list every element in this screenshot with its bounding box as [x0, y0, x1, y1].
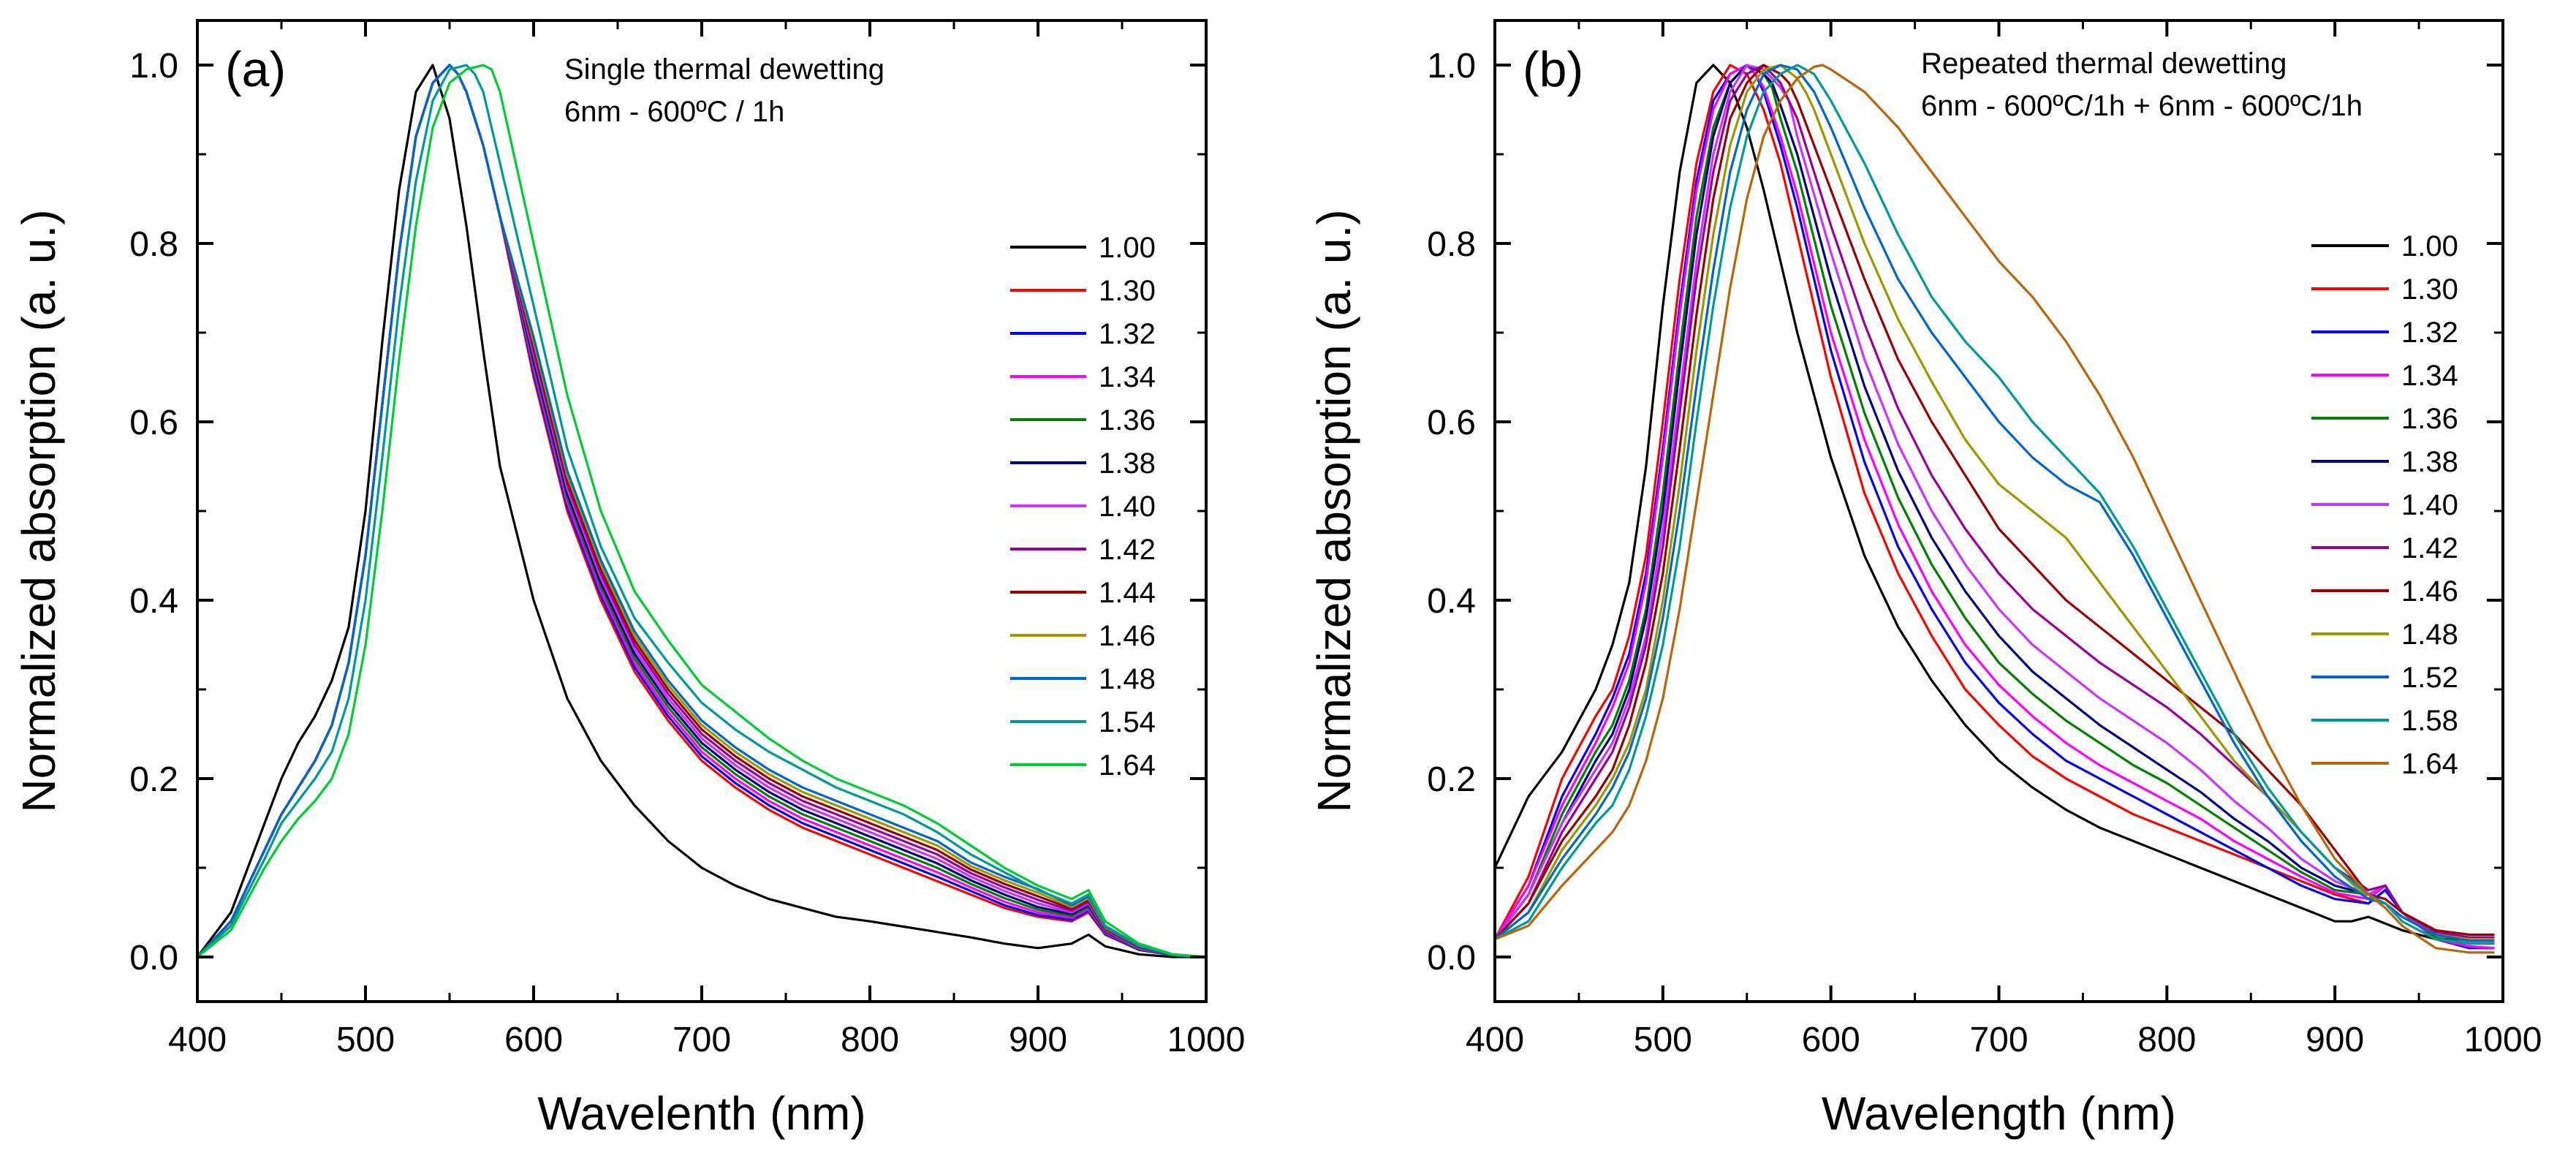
panel-b-xtick-label: 400 [1466, 1021, 1524, 1059]
panel-b-legend-label: 1.42 [2401, 532, 2458, 564]
panel-a-legend-label: 1.54 [1099, 706, 1156, 738]
panel-a-ytick-label: 0.4 [129, 582, 178, 621]
panel-a-series-1-54 [197, 64, 1206, 958]
panel-b-xtick-label: 1000 [2464, 1021, 2542, 1059]
panel-b-series-1-40 [1495, 64, 2495, 941]
panel-a-ytick-label: 0.8 [129, 225, 178, 264]
panel-b-xtick-label: 800 [2137, 1021, 2196, 1059]
panel-a-legend-label: 1.46 [1099, 620, 1156, 652]
panel-b-ytick-label: 0.6 [1427, 404, 1476, 442]
panel-a-ytick-label: 1.0 [129, 47, 178, 86]
panel-a-series-1-00 [197, 64, 1206, 958]
panel-b-xtick-label: 500 [1634, 1021, 1692, 1059]
panel-b-series-1-38 [1495, 64, 2495, 942]
panel-a-xtick-label: 900 [1009, 1021, 1067, 1059]
panel-a-series-1-36 [197, 64, 1206, 958]
panel-b-ytick-label: 0.0 [1427, 939, 1476, 977]
panel-a-legend-label: 1.44 [1099, 577, 1156, 609]
panel-b-legend-label: 1.38 [2401, 446, 2458, 478]
panel-b-series-1-32 [1495, 64, 2495, 950]
panel-b-legend-label: 1.30 [2401, 273, 2458, 306]
panel-a-legend-label: 1.34 [1099, 361, 1156, 393]
panel-a-series-1-48 [197, 64, 1206, 958]
panel-b-ytick-label: 1.0 [1427, 47, 1476, 86]
panel-b-series-1-34 [1495, 64, 2495, 950]
panel-a-series-1-34 [197, 64, 1206, 958]
panel-b-annotation: Repeated thermal dewetting [1921, 48, 2287, 80]
panel-a-xtick-label: 500 [336, 1021, 395, 1059]
panel-a-ytick-label: 0.0 [129, 939, 178, 977]
panel-a-xtick-label: 600 [504, 1021, 563, 1059]
panel-a-legend-label: 1.32 [1099, 318, 1156, 350]
panel-a-ytick-label: 0.6 [129, 404, 178, 442]
panel-a-legend-label: 1.00 [1099, 232, 1156, 264]
panel-a-legend-label: 1.30 [1099, 275, 1156, 307]
panel-b-series-1-00 [1495, 64, 2495, 941]
panel-a-xtick-label: 700 [673, 1021, 731, 1059]
panel-b-x-axis-title: Wavelength (nm) [1822, 1087, 2176, 1140]
panel-b-legend-label: 1.40 [2401, 489, 2458, 521]
panel-b-series-1-58 [1495, 64, 2495, 945]
panel-b-legend-label: 1.34 [2401, 360, 2458, 392]
panel-a-series-1-64 [197, 64, 1206, 958]
panel-b-xtick-label: 700 [1969, 1021, 2028, 1059]
panel-a-annotation: 6nm - 600ºC / 1h [564, 96, 784, 128]
panel-a-legend: 1.00 1.30 1.32 1.34 1.36 1.38 1.40 1.42 1.44 1.46… [1010, 232, 1156, 782]
panel-b-legend-label: 1.58 [2401, 705, 2458, 737]
panel-a-series-1-44 [197, 64, 1206, 958]
panel-b-legend-label: 1.32 [2401, 317, 2458, 349]
panel-a-label: (a) [225, 42, 286, 97]
panel-a-y-axis-title: Normalized absorption (a. u.) [12, 209, 65, 812]
panel-a-series-1-40 [197, 64, 1206, 958]
panel-b-series-1-36 [1495, 64, 2495, 945]
panel-b-series-1-46 [1495, 64, 2495, 940]
panel-a-legend-label: 1.64 [1099, 749, 1156, 782]
panel-b-xtick-label: 600 [1802, 1021, 1860, 1059]
panel-a-annotation: Single thermal dewetting [564, 53, 884, 86]
panel-a-legend-label: 1.38 [1099, 447, 1156, 480]
panel-b-legend-label: 1.00 [2401, 230, 2458, 262]
panel-b-frame [1493, 19, 2504, 1003]
panel-a-legend-label: 1.48 [1099, 663, 1156, 695]
panel-a-series-1-32 [197, 64, 1206, 958]
panel-b-series-1-52 [1495, 64, 2495, 942]
panel-a-xtick-label: 400 [168, 1021, 227, 1059]
panel-a-frame [196, 19, 1208, 1003]
panel-a-x-axis-title: Wavelenth (nm) [537, 1087, 865, 1140]
panel-b-series-1-30 [1495, 64, 2495, 950]
panel-a-curves [197, 64, 1206, 958]
panel-a-xtick-label: 800 [841, 1021, 899, 1059]
panel-b-label: (b) [1523, 42, 1583, 97]
panel-b-curves [1495, 64, 2495, 954]
panel-b-y-axis-title: Normalized absorption (a. u.) [1308, 209, 1360, 812]
panel-a-series-1-42 [197, 64, 1206, 958]
panel-b-legend-label: 1.64 [2401, 748, 2458, 780]
panel-b-series-1-42 [1495, 64, 2495, 940]
panel-a-ytick-label: 0.2 [129, 760, 178, 799]
panel-a-series-1-30 [197, 64, 1206, 958]
panel-b-legend-label: 1.52 [2401, 662, 2458, 694]
panel-b-legend-label: 1.36 [2401, 403, 2458, 435]
panel-b-ytick-label: 0.2 [1427, 760, 1476, 799]
panel-b-legend-label: 1.48 [2401, 618, 2458, 651]
panel-a: 400 500 600 700 800 900 1000 0.0 0.2 0.4 0.6 0.8 1.0… [12, 19, 1246, 1140]
panel-b-legend: 1.00 1.30 1.32 1.34 1.36 1.38 1.40 1.42 1.46 1.48… [2311, 230, 2458, 780]
panel-a-legend-label: 1.36 [1099, 404, 1156, 436]
panel-b-xtick-label: 900 [2306, 1021, 2364, 1059]
panel-b-annotation: 6nm - 600ºC/1h + 6nm - 600ºC/1h [1921, 90, 2363, 122]
panel-a-legend-label: 1.40 [1099, 491, 1156, 523]
panel-a-legend-label: 1.42 [1099, 534, 1156, 566]
panel-b-series-1-64 [1495, 64, 2495, 954]
panel-b-ytick-label: 0.4 [1427, 582, 1476, 621]
panel-b-series-1-48 [1495, 64, 2495, 941]
panel-a-series-1-46 [197, 64, 1206, 958]
panel-b-legend-label: 1.46 [2401, 575, 2458, 608]
panel-a-series-1-38 [197, 64, 1206, 958]
panel-a-xtick-label: 1000 [1167, 1021, 1246, 1059]
panel-b: 400 500 600 700 800 900 1000 0.0 0.2 0.4 0.6 0.8 1.0… [1308, 19, 2542, 1140]
panel-b-ytick-label: 0.8 [1427, 225, 1476, 264]
